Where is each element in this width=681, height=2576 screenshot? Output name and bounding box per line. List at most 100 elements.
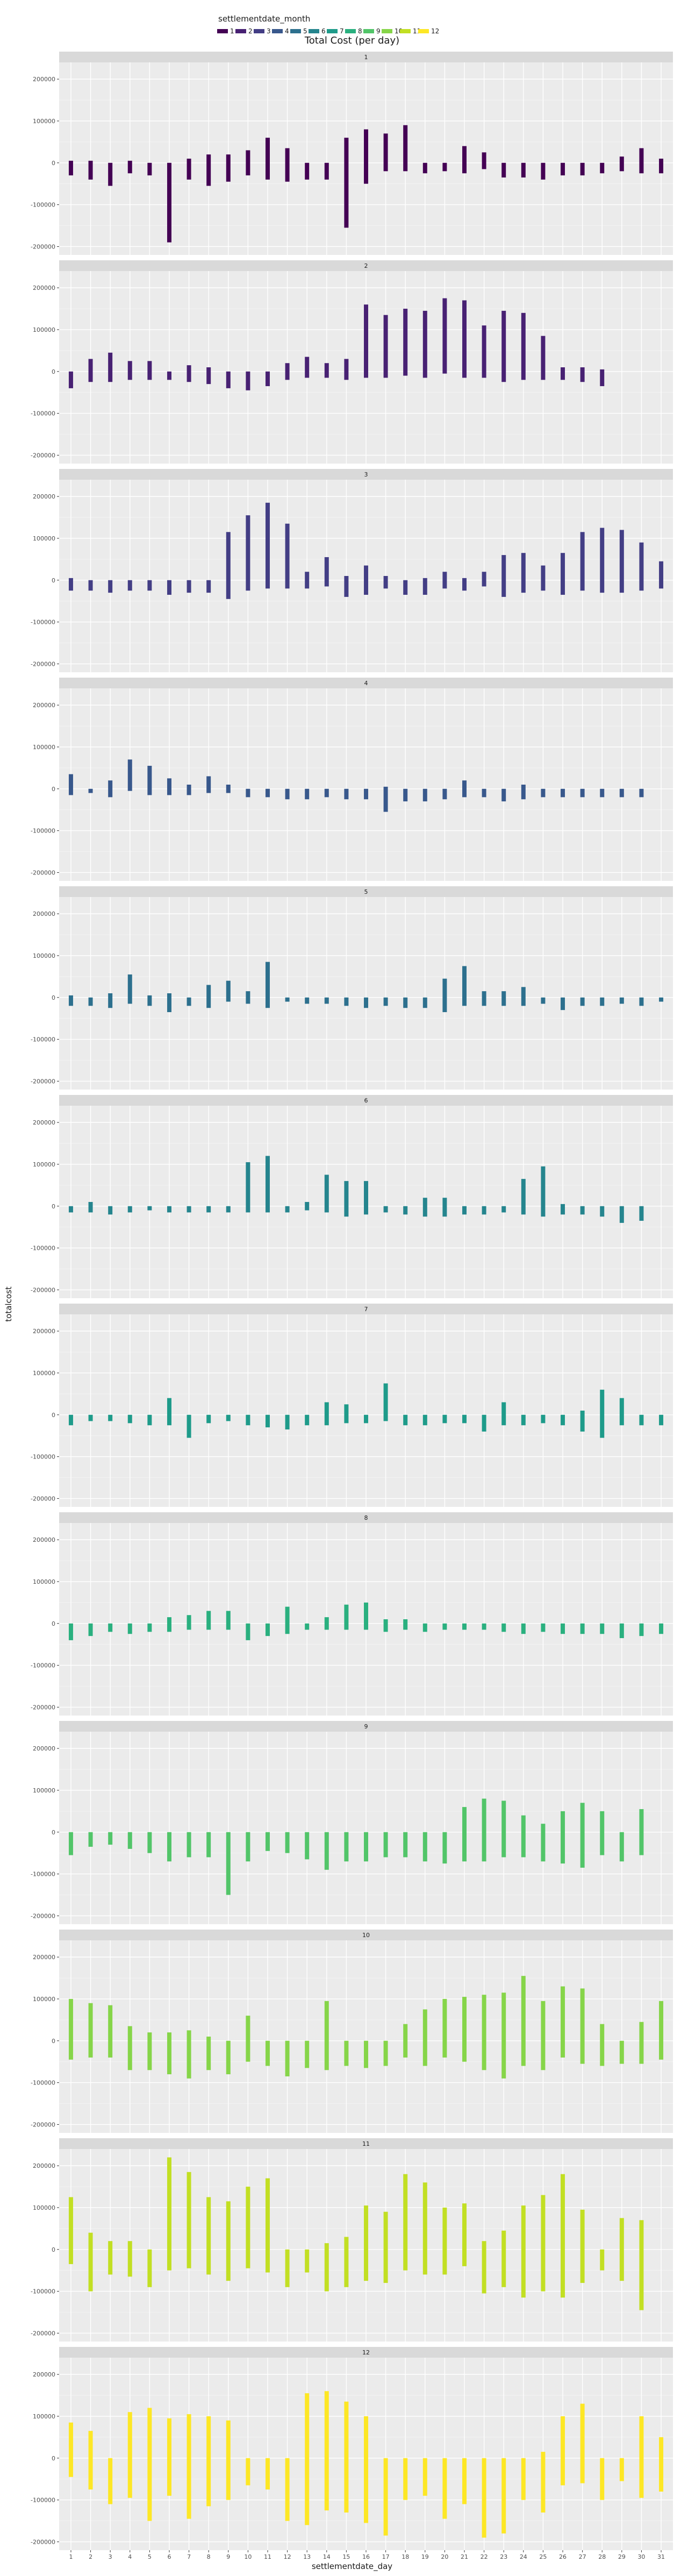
cost-bar [501, 991, 506, 1006]
legend-item: 9 [363, 27, 381, 35]
cost-bar [68, 371, 73, 388]
cost-bar [501, 555, 506, 597]
y-tick-label: 100000 [33, 118, 55, 125]
cost-bar [206, 2416, 211, 2507]
cost-bar [344, 1832, 349, 1862]
y-tick-label: 200000 [33, 76, 55, 83]
cost-bar [403, 2024, 408, 2058]
cost-bar [226, 2040, 231, 2075]
y-tick-label: 0 [52, 1829, 55, 1836]
cost-bar [127, 1623, 132, 1634]
cost-bar [462, 2458, 467, 2504]
cost-bar [167, 162, 171, 243]
x-tick-label: 18 [402, 2553, 409, 2560]
cost-bar [68, 1623, 73, 1640]
cost-bar [147, 1206, 152, 1211]
cost-bar [521, 1815, 526, 1858]
cost-bar [619, 2458, 624, 2481]
y-tick-label: 0 [52, 786, 55, 793]
cost-bar [422, 1832, 427, 1862]
cost-bar [324, 1832, 329, 1870]
cost-bar [501, 1993, 506, 2079]
cost-bar [521, 553, 526, 593]
x-tick-label: 10 [244, 2553, 252, 2560]
cost-bar [422, 578, 427, 595]
facet-strip [59, 1304, 673, 1314]
cost-bar [659, 2437, 664, 2492]
cost-bar [403, 125, 408, 172]
x-tick-label: 12 [284, 2553, 291, 2560]
cost-bar [147, 361, 152, 380]
x-tick-label: 26 [559, 2553, 567, 2560]
cost-bar [305, 1414, 310, 1426]
cost-bar [541, 788, 546, 798]
cost-bar [285, 363, 290, 380]
cost-bar [187, 1414, 191, 1438]
cost-bar [462, 300, 467, 378]
cost-bar [246, 1832, 250, 1862]
cost-bar [462, 1414, 467, 1424]
facet-strip [59, 1930, 673, 1940]
legend-swatch [400, 29, 411, 33]
cost-bar [226, 1611, 231, 1630]
cost-bar [108, 1623, 113, 1632]
cost-bar [167, 580, 171, 595]
cost-bar [659, 561, 664, 589]
facet-strip-label: 11 [362, 2140, 370, 2147]
cost-bar [187, 580, 191, 593]
cost-bar [324, 2243, 329, 2292]
cost-bar [422, 788, 427, 802]
legend-swatch [290, 29, 301, 33]
cost-bar [659, 2001, 664, 2060]
cost-bar [501, 2458, 506, 2534]
cost-bar [561, 2174, 565, 2298]
facet-strip-label: 12 [362, 2349, 370, 2356]
cost-bar [265, 502, 270, 589]
cost-bar [541, 1824, 546, 1862]
cost-bar [521, 162, 526, 178]
cost-bar [285, 2040, 290, 2076]
cost-bar [187, 1832, 191, 1858]
x-tick-label: 5 [148, 2553, 152, 2560]
cost-bar [88, 2431, 93, 2490]
y-tick-label: -100000 [31, 2080, 55, 2087]
cost-bar [88, 1832, 93, 1847]
cost-bar [580, 532, 585, 591]
cost-bar [88, 359, 93, 382]
cost-bar [422, 1623, 427, 1632]
cost-bar [422, 310, 427, 378]
cost-bar [147, 162, 152, 176]
y-tick-label: 200000 [33, 1536, 55, 1543]
cost-bar [403, 788, 408, 802]
cost-bar [442, 788, 447, 800]
x-axis-title: settlementdate_day [312, 2561, 392, 2572]
cost-bar [147, 1623, 152, 1632]
cost-bar [246, 2016, 250, 2062]
cost-bar [226, 2420, 231, 2500]
y-tick-label: 200000 [33, 910, 55, 917]
y-tick-label: 100000 [33, 744, 55, 751]
cost-bar [344, 576, 349, 597]
cost-bar [600, 2024, 605, 2066]
cost-bar [344, 2040, 349, 2066]
legend-swatch [327, 29, 338, 33]
cost-bar [88, 2232, 93, 2292]
facet-strip-label: 5 [364, 888, 368, 895]
x-tick-label: 7 [187, 2553, 191, 2560]
y-tick-label: -100000 [31, 619, 55, 626]
legend-swatch [382, 29, 392, 33]
cost-bar [206, 154, 211, 186]
cost-bar [619, 1206, 624, 1223]
cost-bar [482, 1798, 486, 1862]
cost-bar [561, 1204, 565, 1215]
y-tick-label: -100000 [31, 1454, 55, 1461]
x-tick-label: 21 [461, 2553, 468, 2560]
cost-bar [108, 1414, 113, 1421]
y-tick-label: 200000 [33, 2371, 55, 2378]
cost-bar [659, 1623, 664, 1634]
cost-bar [344, 2237, 349, 2287]
cost-bar [108, 1832, 113, 1845]
cost-bar [305, 2040, 310, 2068]
y-tick-label: 0 [52, 368, 55, 375]
cost-bar [442, 2207, 447, 2275]
